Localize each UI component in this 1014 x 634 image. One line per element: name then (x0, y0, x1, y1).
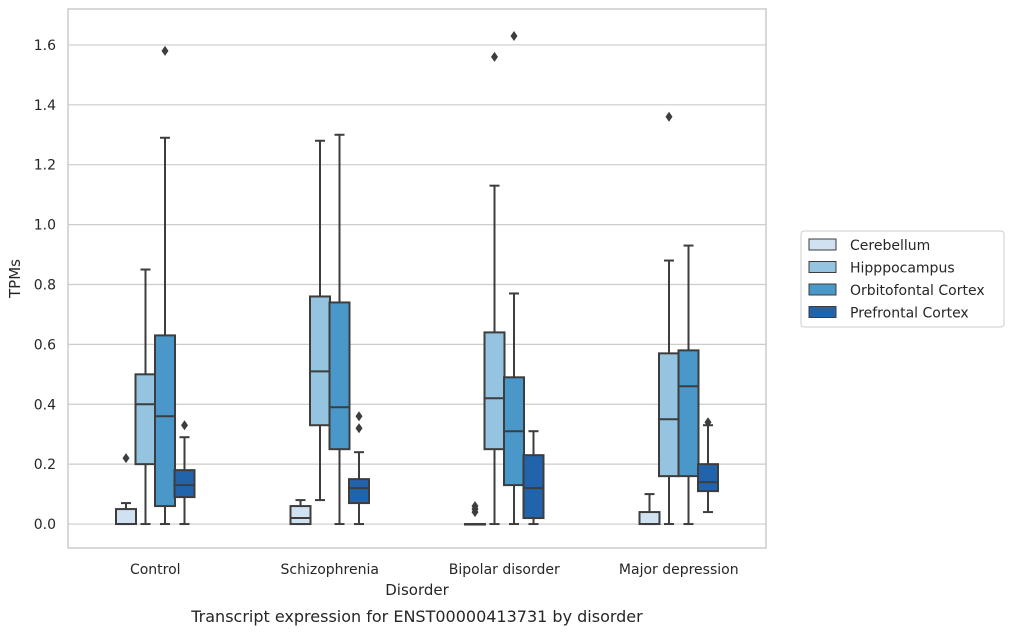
y-tick-label: 0.0 (34, 517, 56, 533)
legend-swatch (808, 261, 837, 273)
box-0-0 (115, 453, 137, 526)
legend-label: Cerebellum (850, 238, 930, 254)
outlier-point (355, 411, 363, 422)
box-rect (697, 463, 719, 493)
y-tick-label: 1.2 (34, 158, 56, 174)
outlier-point (355, 423, 363, 434)
box-2-0 (154, 45, 176, 526)
box-layer (115, 30, 719, 526)
box-rect (638, 511, 661, 526)
outlier-point (161, 45, 169, 56)
legend-item: Prefrontal Cortex (808, 306, 969, 322)
y-tick-label: 0.6 (34, 337, 56, 353)
chart-caption: Transcript expression for ENST0000041373… (190, 607, 643, 626)
y-tick-label: 0.4 (34, 397, 56, 413)
outlier-point (665, 111, 673, 122)
box-rect (658, 352, 680, 478)
box-0-1 (289, 499, 312, 526)
legend-frame (800, 230, 1005, 328)
box-1-0 (134, 268, 157, 526)
y-tick-label: 0.2 (34, 457, 56, 473)
box-3-3 (697, 417, 719, 514)
box-rect (328, 301, 351, 451)
legend-item: Orbitofontal Cortex (808, 283, 985, 299)
x-tick-labels: Control Schizophrenia Bipolar disorder Majo… (130, 562, 739, 578)
legend: Cerebellum Hipppocampus Orbitofontal Corte… (800, 230, 1005, 328)
y-tick-label: 1.4 (34, 98, 56, 114)
box-3-2 (522, 430, 545, 526)
box-rect (483, 331, 506, 451)
legend-label: Prefrontal Cortex (850, 306, 969, 322)
y-tick-labels: 0.0 0.2 0.4 0.6 0.8 1.0 1.2 1.4 1.6 (34, 38, 56, 533)
box-2-1 (328, 133, 351, 526)
box-2-2 (503, 30, 525, 526)
box-rect (522, 454, 545, 520)
box-1-3 (658, 111, 680, 526)
box-rect (677, 349, 700, 478)
box-rect (173, 469, 196, 499)
box-0-3 (638, 493, 661, 526)
y-tick-label: 1.6 (34, 38, 56, 54)
legend-swatch (808, 283, 837, 296)
legend-swatch (808, 238, 837, 251)
x-tick-label: Schizophrenia (281, 562, 379, 578)
box-0-2 (464, 501, 486, 526)
outlier-point (181, 420, 188, 431)
box-1-2 (483, 51, 506, 526)
outlier-point (491, 51, 498, 62)
y-tick-label: 0.8 (34, 277, 56, 293)
outlier-point (471, 501, 479, 512)
y-axis-title: TPMs (6, 259, 24, 299)
box-3-0 (173, 420, 196, 526)
box-rect (154, 334, 176, 508)
box-3-1 (348, 411, 370, 526)
x-tick-label: Control (130, 562, 181, 578)
outlier-point (510, 30, 518, 41)
box-1-1 (309, 139, 331, 502)
outlier-point (122, 453, 130, 464)
legend-swatch (808, 306, 837, 318)
outlier-point (704, 417, 712, 428)
y-tick-label: 1.0 (34, 218, 56, 234)
x-axis-title: Disorder (385, 581, 449, 599)
legend-label: Hipppocampus (850, 261, 955, 277)
plot-frame (67, 8, 767, 549)
box-rect (134, 373, 157, 466)
x-tick-label: Major depression (619, 562, 739, 578)
legend-item: Hipppocampus (808, 261, 955, 277)
x-tick-label: Bipolar disorder (449, 562, 560, 578)
box-2-3 (677, 244, 700, 526)
box-rect (289, 505, 312, 526)
legend-item: Cerebellum (808, 238, 930, 254)
box-rect (309, 295, 331, 427)
box-rect (115, 508, 137, 526)
box-rect (348, 478, 370, 505)
legend-label: Orbitofontal Cortex (850, 283, 985, 299)
